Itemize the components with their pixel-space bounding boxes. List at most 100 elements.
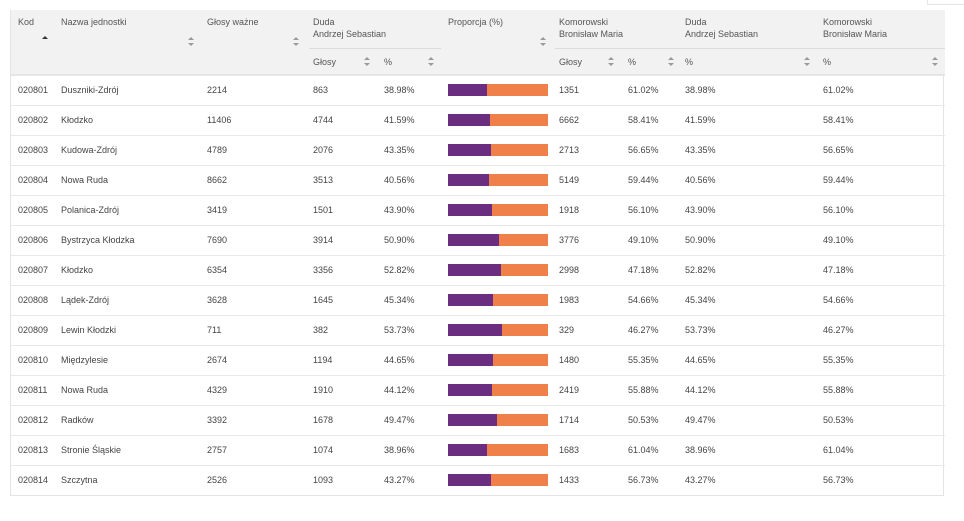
cell-duda2-pct: 41.59% [685,115,716,125]
header-proporcja[interactable]: Proporcja (%) [448,17,504,27]
header-duda-pct[interactable]: % [384,57,393,67]
header-kom2-pct[interactable]: % [823,57,832,67]
cell-glosy-wazne: 8662 [207,175,228,185]
cell-duda2-pct: 53.73% [685,325,716,335]
sort-icon[interactable] [932,57,938,67]
sort-icon[interactable] [804,57,810,67]
proportion-bar [448,144,548,156]
cell-kom-glosy: 3776 [559,235,580,245]
cell-kom2-pct: 56.73% [823,475,854,485]
proportion-bar-komorowski [500,264,548,276]
cell-duda-glosy: 4744 [313,115,334,125]
cell-nazwa: Duszniki-Zdrój [61,85,119,95]
sort-icon[interactable] [540,37,546,47]
cell-duda-pct: 43.90% [384,205,415,215]
proportion-bar-duda [448,294,494,306]
cell-duda-pct: 44.12% [384,385,415,395]
header-kod[interactable]: Kod [18,17,35,27]
cell-kom-glosy: 1983 [559,295,580,305]
proportion-bar-duda [448,234,499,246]
cell-nazwa: Międzylesie [61,355,109,365]
sort-icon[interactable] [364,57,370,67]
cell-kod: 020801 [18,85,49,95]
cell-kod: 020802 [18,115,49,125]
cell-glosy-wazne: 2757 [207,445,228,455]
cell-duda-pct: 45.34% [384,295,415,305]
cell-duda2-pct: 45.34% [685,295,716,305]
proportion-bar-komorowski [489,114,548,126]
cell-duda-glosy: 382 [313,325,329,335]
cell-glosy-wazne: 2526 [207,475,228,485]
cell-glosy-wazne: 3419 [207,205,228,215]
cell-kom-pct: 46.27% [628,325,659,335]
cell-kom-glosy: 1918 [559,205,580,215]
proportion-bar-duda [448,414,498,426]
cell-kod: 020804 [18,175,49,185]
header-komorowski: Komorowski Bronisław Maria [559,17,624,39]
header-kom-glosy[interactable]: Głosy [559,57,583,67]
proportion-bar-duda [448,444,487,456]
cell-nazwa: Polanica-Zdrój [61,205,120,215]
cell-kod: 020812 [18,415,49,425]
header-nazwa[interactable]: Nazwa jednostki [61,17,127,27]
cell-kod: 020811 [18,385,48,395]
proportion-bar-duda [448,354,493,366]
cell-nazwa: Lewin Kłodzki [61,325,117,335]
cell-nazwa: Stronie Śląskie [61,445,122,455]
sort-icon[interactable] [293,37,299,47]
cell-kom-pct: 50.53% [628,415,659,425]
cell-nazwa: Bystrzyca Kłodzka [61,235,135,245]
cell-kom-pct: 54.66% [628,295,659,305]
sort-icon[interactable] [188,37,194,47]
cell-nazwa: Kudowa-Zdrój [61,145,118,155]
table-row: 020810 Międzylesie 2674 1194 44.65% 1480 55.35… [11,345,945,375]
cell-duda-pct: 38.96% [384,445,415,455]
cell-glosy-wazne: 2674 [207,355,228,365]
cell-kod: 020809 [18,325,49,335]
cell-kom-pct: 61.02% [628,85,659,95]
header-duda-glosy[interactable]: Głosy [313,57,337,67]
cell-kod: 020814 [18,475,49,485]
header-glosy-wazne[interactable]: Głosy ważne [207,17,259,27]
proportion-bar-duda [448,324,502,336]
cell-duda-pct: 49.47% [384,415,415,425]
cell-duda-pct: 44.65% [384,355,415,365]
cell-glosy-wazne: 7690 [207,235,228,245]
cell-kod: 020807 [18,265,49,275]
cell-duda-glosy: 1501 [313,205,334,215]
sort-asc-icon[interactable] [42,36,48,46]
cell-glosy-wazne: 2214 [207,85,228,95]
cell-duda-pct: 50.90% [384,235,415,245]
proportion-bar-komorowski [501,324,548,336]
cell-duda-glosy: 1645 [313,295,334,305]
cell-duda-glosy: 2076 [313,145,334,155]
cell-kod: 020813 [18,445,49,455]
sort-icon[interactable] [428,57,434,67]
header-kom-pct[interactable]: % [628,57,637,67]
cell-kom-pct: 59.44% [628,175,659,185]
proportion-bar [448,414,548,426]
cell-kom-glosy: 1480 [559,355,580,365]
header-duda2-pct[interactable]: % [685,57,694,67]
cell-kom2-pct: 61.02% [823,85,854,95]
cell-kom-pct: 58.41% [628,115,659,125]
cell-duda2-pct: 38.96% [685,445,716,455]
cell-nazwa: Kłodzko [61,115,94,125]
proportion-bar [448,294,548,306]
cell-duda2-pct: 40.56% [685,175,716,185]
proportion-bar [448,384,548,396]
cell-kom-pct: 61.04% [628,445,659,455]
cell-duda-glosy: 1074 [313,445,334,455]
proportion-bar-duda [448,204,492,216]
cell-kod: 020808 [18,295,49,305]
cell-kom2-pct: 55.35% [823,355,854,365]
sort-icon[interactable] [608,57,614,67]
table-row: 020812 Radków 3392 1678 49.47% 1714 50.53% 49.4… [11,405,945,435]
sort-icon[interactable] [668,57,674,67]
cell-kom-glosy: 2713 [559,145,580,155]
cell-duda2-pct: 52.82% [685,265,716,275]
cell-duda-pct: 52.82% [384,265,415,275]
cell-kom-glosy: 5149 [559,175,580,185]
cell-duda-pct: 43.35% [384,145,415,155]
proportion-bar [448,324,548,336]
